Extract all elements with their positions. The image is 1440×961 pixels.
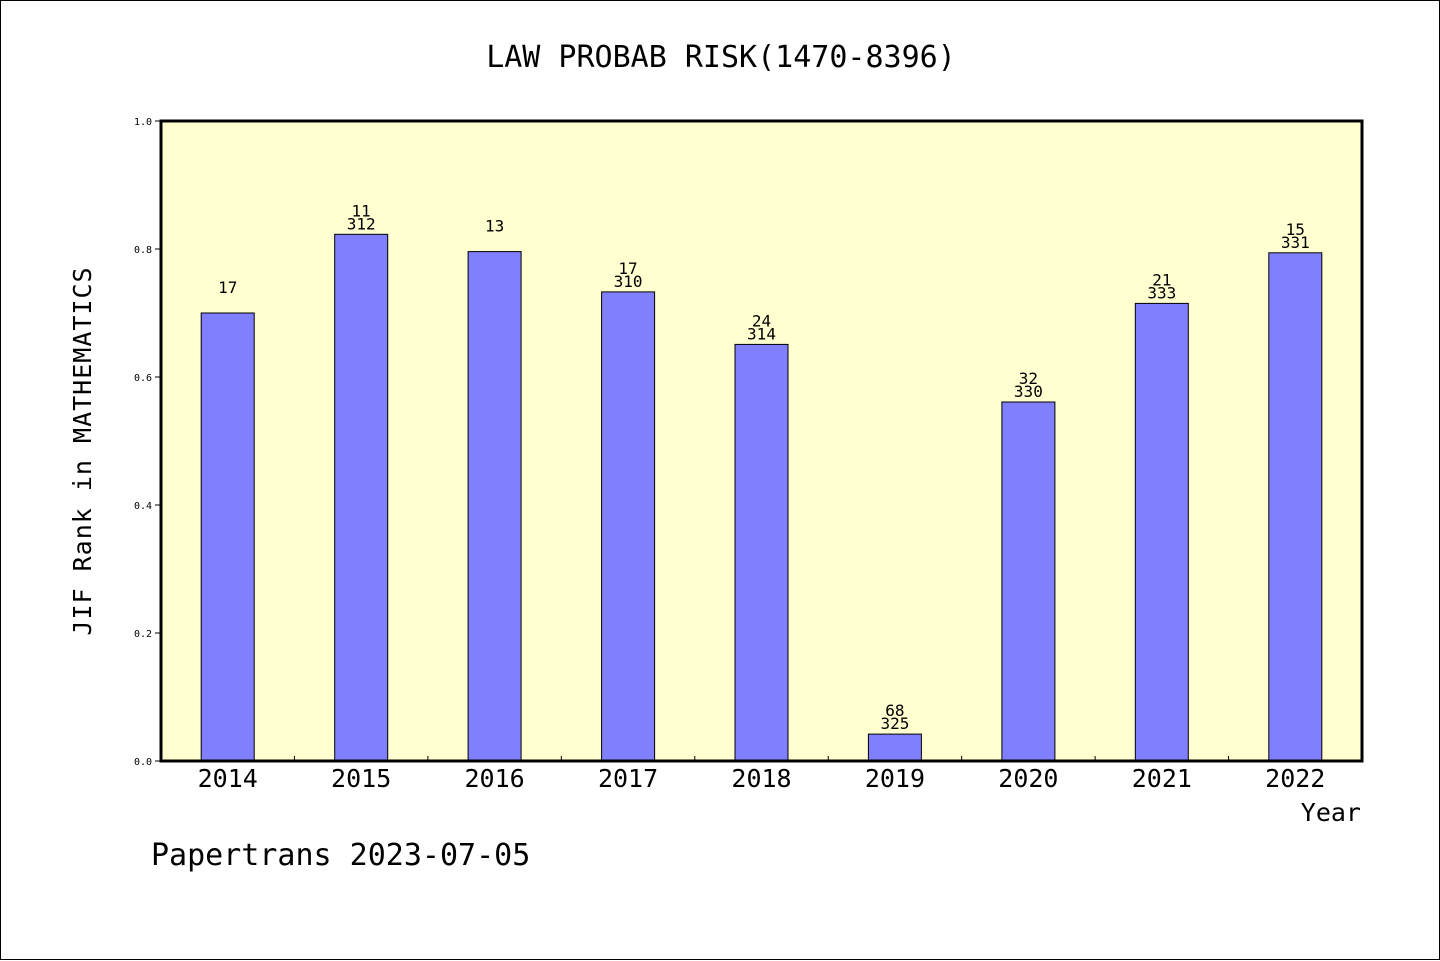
x-tick-label-2018: 2018: [731, 764, 791, 793]
y-tick-label-0.8: 0.8: [134, 245, 152, 256]
x-tick-label-2015: 2015: [331, 764, 391, 793]
bar-2016: [467, 251, 522, 762]
bar-2014: [200, 312, 255, 762]
bar-rank-label-2020: 32: [1019, 369, 1038, 388]
ticks-group: 2014 2015 2016 2017 2018 2019 2020 2021 2022 0.0 0…: [134, 117, 1325, 793]
y-tick-label-0.6: 0.6: [134, 373, 152, 384]
bar-rank-label-2021: 21: [1152, 270, 1171, 289]
bar-2015: [334, 233, 389, 762]
bar-total-label-2021: 333: [1147, 283, 1176, 302]
x-axis-title: Year: [1301, 798, 1361, 827]
bar-rank-label-2022: 15: [1286, 220, 1305, 239]
bar-total-label-2019: 325: [880, 714, 909, 733]
footer-text: Papertrans 2023-07-05: [151, 838, 530, 873]
bar-rank-label-2015: 11: [352, 201, 371, 220]
bar-total-label-2022: 331: [1281, 233, 1310, 252]
bar-total-label-2017: 310: [614, 272, 643, 291]
bar-rank-label-2017: 17: [618, 259, 637, 278]
chart-title: LAW PROBAB RISK(1470-8396): [486, 40, 956, 75]
y-tick-label-0.4: 0.4: [134, 501, 152, 512]
bar-2019: [867, 733, 922, 762]
bar-rank-label-2019: 68: [885, 701, 904, 720]
bar-2020: [1001, 401, 1056, 762]
x-tick-label-2017: 2017: [598, 764, 658, 793]
x-tick-label-2020: 2020: [998, 764, 1058, 793]
bar-2022: [1268, 252, 1323, 762]
bar-rank-label-2016: 13: [485, 217, 504, 236]
x-tick-label-2019: 2019: [865, 764, 925, 793]
bar-total-label-2018: 314: [747, 324, 776, 343]
bar-2021: [1134, 302, 1189, 762]
y-tick-label-1.0: 1.0: [134, 117, 152, 128]
y-tick-label-0.2: 0.2: [134, 629, 152, 640]
bar-rank-label-2014: 17: [218, 278, 237, 297]
x-tick-label-2014: 2014: [198, 764, 258, 793]
bar-total-label-2015: 312: [347, 214, 376, 233]
bar-2018: [734, 343, 789, 762]
plot-border: [159, 119, 1364, 763]
x-tick-label-2022: 2022: [1265, 764, 1325, 793]
y-tick-label-0.0: 0.0: [134, 757, 152, 768]
bar-total-label-2020: 330: [1014, 382, 1043, 401]
y-axis-title: JIF Rank in MATHEMATICS: [68, 266, 97, 635]
bar-rank-label-2018: 24: [752, 311, 771, 330]
bar-2017: [601, 291, 656, 762]
x-tick-label-2016: 2016: [465, 764, 525, 793]
x-tick-label-2021: 2021: [1132, 764, 1192, 793]
